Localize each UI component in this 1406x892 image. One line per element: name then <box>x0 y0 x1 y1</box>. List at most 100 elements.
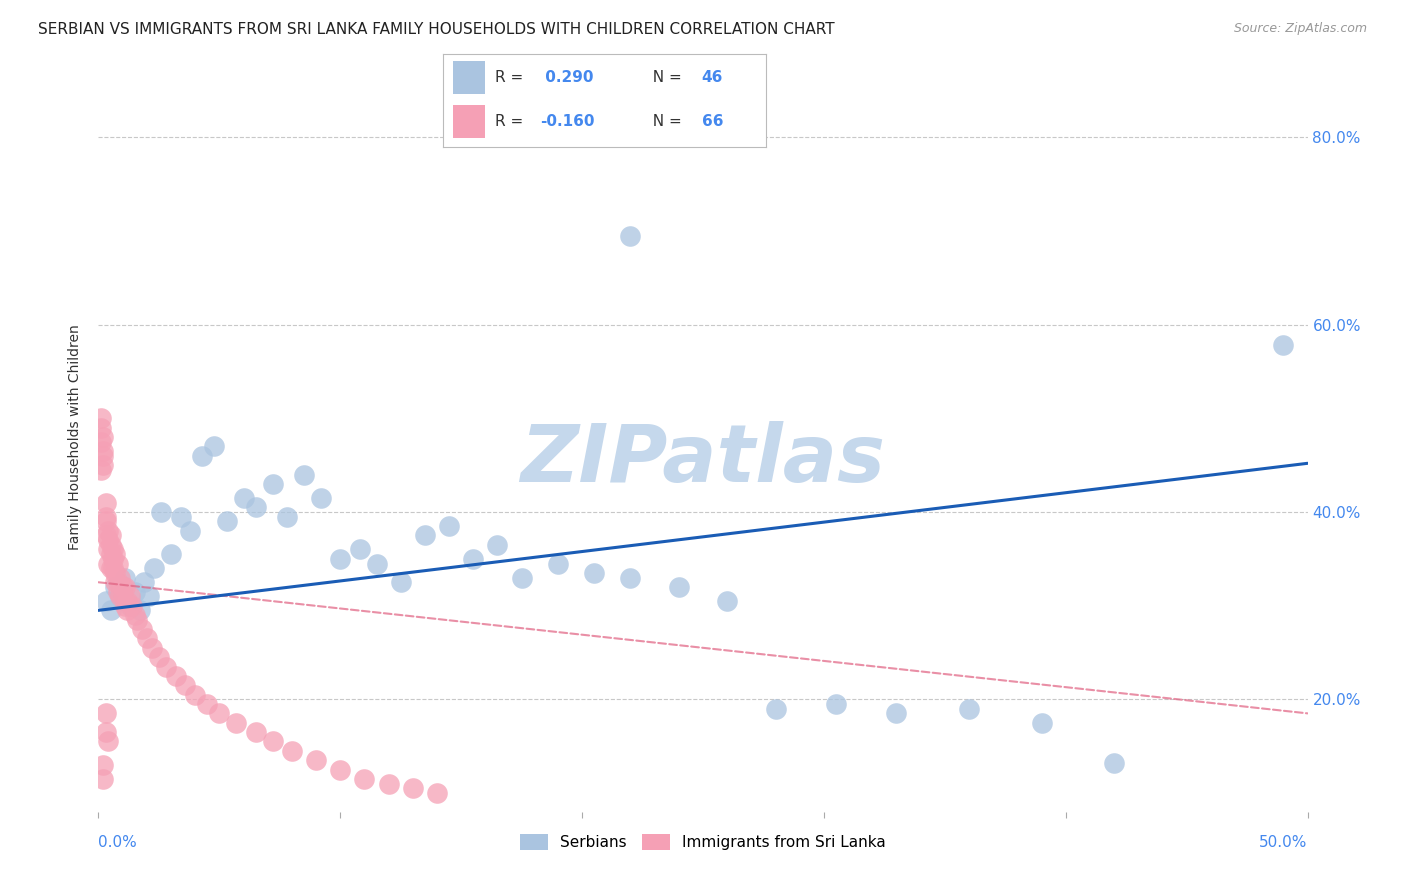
Point <box>124 584 146 599</box>
Bar <box>453 105 485 138</box>
Point <box>150 505 173 519</box>
Text: Source: ZipAtlas.com: Source: ZipAtlas.com <box>1233 22 1367 36</box>
Point <box>91 758 114 772</box>
Point <box>91 772 114 786</box>
Point <box>305 753 328 767</box>
Point <box>107 584 129 599</box>
Point <box>121 599 143 613</box>
Point <box>94 496 117 510</box>
Text: 46: 46 <box>702 70 723 86</box>
Legend: Serbians, Immigrants from Sri Lanka: Serbians, Immigrants from Sri Lanka <box>515 829 891 856</box>
Point <box>134 575 156 590</box>
Point <box>179 524 201 538</box>
Point <box>114 571 136 585</box>
Point <box>108 571 131 585</box>
Point <box>169 509 191 524</box>
Point <box>389 575 412 590</box>
Point <box>104 566 127 580</box>
Point <box>825 697 848 711</box>
Point <box>104 580 127 594</box>
Text: 50.0%: 50.0% <box>1260 835 1308 850</box>
Point <box>100 528 122 542</box>
Point <box>174 678 197 692</box>
Point <box>131 622 153 636</box>
Point <box>97 524 120 538</box>
Point <box>97 734 120 748</box>
Point <box>94 594 117 608</box>
Point <box>377 776 399 791</box>
Point <box>184 688 207 702</box>
Point <box>91 458 114 473</box>
Point <box>100 603 122 617</box>
Text: 66: 66 <box>702 114 723 129</box>
Point <box>94 514 117 528</box>
Point <box>101 561 124 575</box>
Text: ZIPatlas: ZIPatlas <box>520 420 886 499</box>
Point <box>104 575 127 590</box>
Point <box>91 444 114 458</box>
Point <box>90 411 112 425</box>
Point <box>191 449 214 463</box>
Point <box>100 561 122 575</box>
Point <box>1272 338 1295 352</box>
Y-axis label: Family Households with Children: Family Households with Children <box>69 324 83 550</box>
Bar <box>453 61 485 94</box>
Point <box>101 542 124 557</box>
Point <box>135 632 157 646</box>
Point <box>94 706 117 721</box>
Point <box>1102 756 1125 770</box>
Point <box>91 449 114 463</box>
Point <box>100 547 122 561</box>
Point <box>108 589 131 603</box>
Point <box>117 594 139 608</box>
Point <box>114 599 136 613</box>
Text: SERBIAN VS IMMIGRANTS FROM SRI LANKA FAMILY HOUSEHOLDS WITH CHILDREN CORRELATION: SERBIAN VS IMMIGRANTS FROM SRI LANKA FAM… <box>38 22 835 37</box>
Point <box>111 589 134 603</box>
Text: R =: R = <box>495 70 527 86</box>
Point <box>463 551 485 566</box>
Text: -0.160: -0.160 <box>540 114 595 129</box>
Point <box>547 557 569 571</box>
Point <box>114 580 136 594</box>
Text: N =: N = <box>644 114 688 129</box>
Point <box>104 547 127 561</box>
Point <box>91 430 114 444</box>
Text: 0.290: 0.290 <box>540 70 593 86</box>
Point <box>127 613 149 627</box>
Point <box>117 603 139 617</box>
Point <box>1031 715 1053 730</box>
Point <box>329 551 352 566</box>
Point <box>165 669 187 683</box>
Point <box>413 528 436 542</box>
Point <box>94 509 117 524</box>
Point <box>262 734 284 748</box>
Point <box>97 557 120 571</box>
Point <box>437 519 460 533</box>
Text: 0.0%: 0.0% <box>98 835 138 850</box>
Point <box>208 706 231 721</box>
Point <box>124 608 146 623</box>
Point <box>349 542 371 557</box>
Point <box>402 781 425 796</box>
Point <box>107 557 129 571</box>
Point <box>486 538 509 552</box>
Point <box>204 440 226 453</box>
Point <box>90 420 112 434</box>
Point <box>262 476 284 491</box>
Point <box>148 650 170 665</box>
Point <box>276 509 298 524</box>
Point <box>128 603 150 617</box>
Point <box>100 538 122 552</box>
Point <box>245 725 267 739</box>
Point <box>281 744 304 758</box>
Point <box>118 599 141 613</box>
Point <box>118 589 141 603</box>
Point <box>97 542 120 557</box>
Point <box>292 467 315 482</box>
Point <box>619 571 641 585</box>
Point <box>716 594 738 608</box>
Point <box>143 561 166 575</box>
Point <box>108 589 131 603</box>
Point <box>765 701 787 715</box>
Point <box>232 491 254 505</box>
